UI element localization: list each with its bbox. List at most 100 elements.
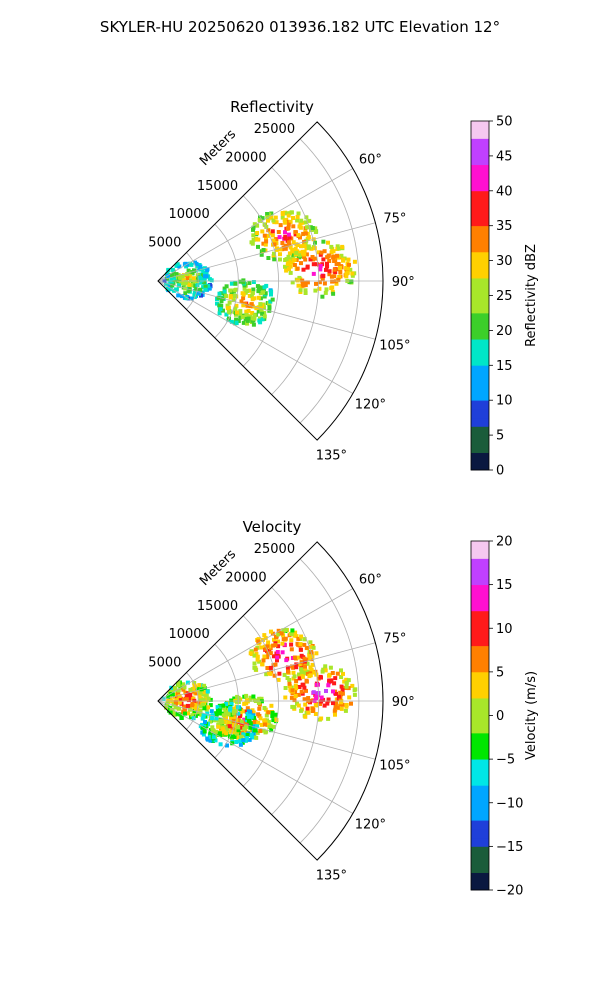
echo-cell [231,711,236,716]
echo-cell [303,670,308,675]
echo-cell [239,734,244,739]
echo-cell [287,681,292,686]
echo-cell [308,640,313,645]
echo-cell [169,707,174,712]
colorbar-segment [471,452,489,462]
echo-cell [343,708,348,713]
echo-cell [259,252,264,257]
echo-cell [273,712,278,717]
echo-cell [240,314,245,319]
colorbar-segment [471,715,489,725]
echo-cell [181,704,186,709]
echo-cell [252,665,257,670]
echo-cell [269,728,274,733]
echo-cell [330,671,335,675]
echo-cell [293,683,298,688]
echo-cell [306,710,311,715]
echo-cell [174,287,179,292]
echo-cell [262,294,267,299]
echo-cell [289,638,294,643]
echo-cell [337,275,342,279]
echo-cell [333,712,337,717]
colorbar-tick-label: 50 [496,115,513,130]
echo-cell [252,222,257,227]
colorbar-tick-label: 20 [496,324,513,339]
echo-cell [201,285,206,290]
echo-cell [317,286,322,291]
echo-cell [255,654,260,659]
echo-cell [292,263,297,267]
echo-cell [294,251,299,255]
echo-cell [320,669,325,674]
colorbar-segment [471,173,489,183]
echo-cell [229,291,234,296]
echo-cell [254,237,259,242]
echo-cell [313,226,318,231]
echo-cell [310,226,315,230]
echo-cell [206,696,211,701]
echo-cell [166,273,170,278]
colorbar-segment [471,767,489,777]
colorbar-segment [471,558,489,568]
angle-tick-label: 135° [316,868,347,883]
colorbar-segment [471,802,489,812]
echo-cell [255,730,260,735]
colorbar-segment [471,671,489,682]
echo-cell [309,657,314,662]
echo-cell [213,729,218,734]
echo-cell [325,264,329,269]
echo-cell [347,695,352,700]
echo-cell [269,629,273,634]
echo-cell [168,273,173,278]
echo-cell [271,218,276,223]
echo-cell [265,212,270,216]
echo-cell [331,701,335,706]
echo-cell [313,712,318,716]
echo-cell [200,726,205,730]
echo-cell [233,709,238,714]
echo-cell [283,695,288,700]
echo-cell [284,627,289,632]
echo-cell [211,739,215,743]
echo-cell [319,699,324,704]
echo-cell [205,689,210,694]
echo-cell [183,706,187,711]
colorbar-segment [471,243,489,253]
echo-cell [313,288,318,293]
echo-cell [249,240,254,245]
echo-cell [272,637,276,642]
echo-cell [266,256,271,260]
colorbar-segment [471,593,489,603]
echo-cell [334,262,339,267]
echo-cell [306,244,311,249]
echo-cell [318,267,323,272]
echo-cell [235,731,240,736]
echo-cell [288,245,293,250]
echo-cell [247,281,252,285]
echo-cell [303,283,308,288]
echo-cell [245,733,250,737]
echo-cell [331,255,336,260]
colorbar-segment [471,785,489,795]
echo-cell [348,267,353,272]
colorbar-segment [471,312,489,323]
echo-cell [276,230,281,234]
echo-cell [302,254,306,259]
echo-cell [314,281,318,286]
echo-cell [230,741,235,746]
echo-cell [225,709,230,714]
echo-cell [287,211,292,216]
echo-cell [199,712,204,717]
echo-cell [251,710,256,715]
echo-cell [283,234,288,239]
echo-cell [208,703,213,708]
echo-cluster [198,702,260,748]
echo-cell [186,268,191,273]
echo-cell [287,684,292,688]
echo-cell [319,250,324,255]
echo-cell [179,715,184,720]
echo-cell [308,257,313,262]
echo-cell [349,701,353,706]
echo-cell [294,258,299,262]
echo-cell [187,693,192,697]
